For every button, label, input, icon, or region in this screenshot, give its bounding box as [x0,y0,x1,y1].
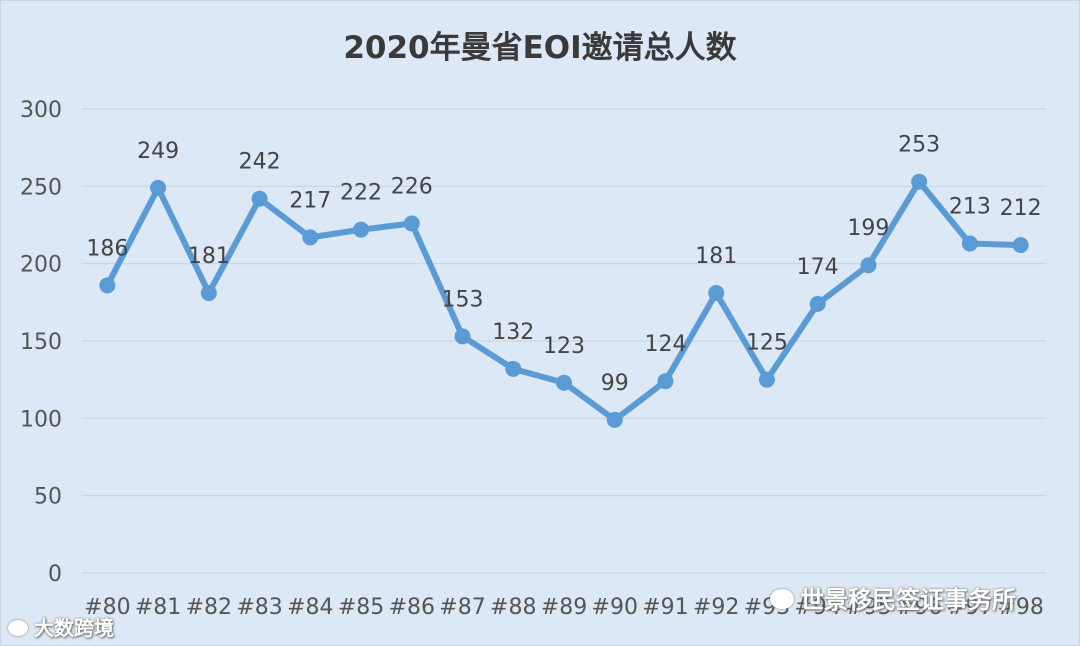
data-point [454,328,471,345]
x-tick-label: #82 [186,595,232,620]
y-tick-label: 100 [20,407,62,432]
x-tick-label: #85 [338,595,384,620]
data-point [556,374,572,391]
data-point [809,295,826,312]
data-point [403,215,420,232]
data-point [606,411,623,428]
chart-title: 2020年曼省EOI邀请总人数 [343,30,737,66]
x-tick-label: #86 [389,595,435,620]
data-point [353,221,370,238]
data-point [708,285,725,302]
x-tick-label: #87 [439,595,485,620]
watermark-left-text: 大数跨境 [34,616,114,640]
y-tick-label: 250 [20,175,62,200]
x-tick-label: #98 [997,595,1043,620]
data-label: 212 [1000,196,1042,221]
x-axis-ticks: #80 #81 #82 #83 #84 #85 #86 #87 #88 #89 #90 #91 #92 #… [84,595,1044,620]
watermark-right-text: 世景移民签证事务所 [800,586,1016,614]
y-tick-label: 150 [20,330,62,355]
y-tick-label: 0 [48,562,62,587]
y-tick-label: 50 [34,485,62,510]
series [99,173,1029,428]
data-point [911,173,928,190]
x-tick-label: #92 [693,595,739,620]
x-tick-label: #90 [592,595,638,620]
data-label: 132 [492,320,534,345]
data-label: 99 [601,371,629,396]
x-tick-label: #80 [84,595,130,620]
data-label: 222 [340,181,382,206]
watermark-left: 大数跨境 [8,612,114,641]
data-label: 125 [746,331,788,356]
data-point [1012,237,1029,254]
watermark-right: 世景移民签证事务所 [770,580,1016,615]
data-label: 253 [898,133,940,158]
watermark-logo-icon [8,619,28,636]
data-label: 242 [239,150,281,175]
x-tick-label: #95 [845,595,891,620]
data-label: 226 [391,174,433,199]
data-point [251,190,268,207]
x-tick-label: #89 [541,595,587,620]
data-label: 181 [695,244,737,269]
gridlines [82,108,1046,574]
data-point [99,277,116,294]
data-point [302,229,319,246]
x-tick-label: #96 [896,595,942,620]
data-point [758,371,775,388]
data-label: 123 [543,334,585,359]
data-label: 199 [847,216,889,241]
data-point [200,285,217,302]
data-label: 186 [86,236,128,261]
data-label: 213 [949,195,991,220]
x-tick-label: #81 [135,595,181,620]
data-point [150,179,167,196]
y-axis-ticks: 0 50 100 150 200 250 300 [20,98,62,587]
data-label: 249 [137,139,179,164]
data-label: 181 [188,244,230,269]
data-label: 174 [797,255,839,280]
x-tick-label: #91 [642,595,688,620]
data-point [657,373,674,390]
x-tick-label: #88 [490,595,536,620]
data-point [860,257,877,274]
data-labels: 186 249 181 242 217 222 226 153 132 123 99 124 181 12… [86,133,1041,396]
y-tick-label: 300 [20,98,62,123]
x-tick-label: #84 [287,595,333,620]
y-tick-label: 200 [20,253,62,278]
data-label: 124 [644,332,686,357]
x-tick-label: #83 [236,595,282,620]
wechat-icon [770,589,794,609]
x-tick-label: #94 [794,595,840,620]
x-tick-label: #97 [947,595,993,620]
data-point [505,360,522,377]
data-label: 217 [289,188,331,213]
data-point [961,235,978,252]
data-label: 153 [442,287,484,312]
